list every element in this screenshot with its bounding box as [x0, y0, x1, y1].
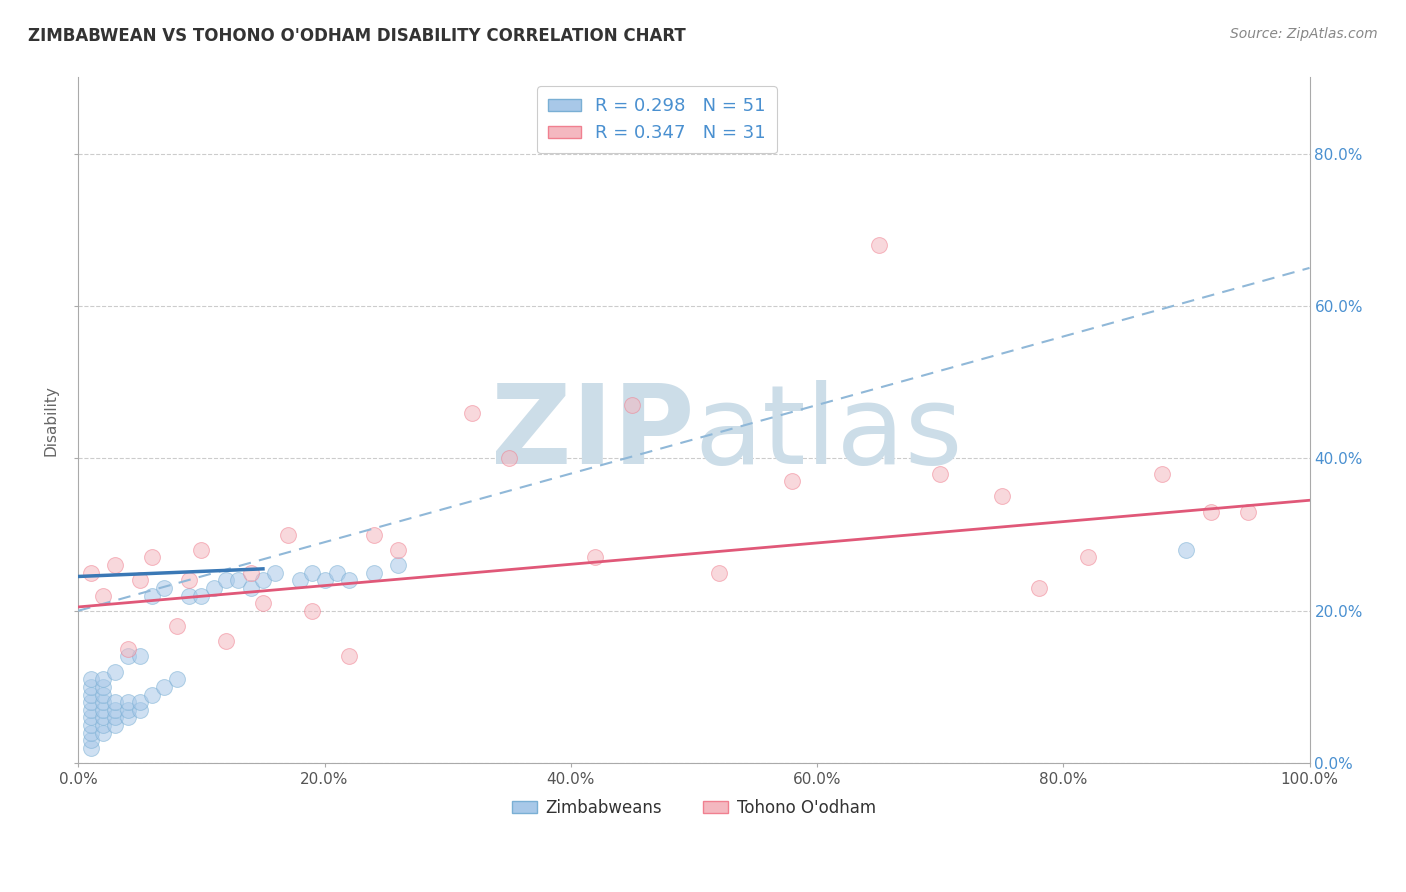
Point — [79, 703, 101, 717]
Point — [117, 710, 139, 724]
Point — [117, 641, 139, 656]
Point — [141, 589, 163, 603]
Point — [1077, 550, 1099, 565]
Point — [239, 581, 262, 595]
Point — [363, 566, 385, 580]
Point — [387, 558, 409, 572]
Point — [387, 542, 409, 557]
Point — [1175, 542, 1198, 557]
Point — [277, 527, 299, 541]
Point — [91, 589, 114, 603]
Point — [79, 733, 101, 747]
Point — [252, 596, 274, 610]
Point — [621, 398, 644, 412]
Point — [91, 718, 114, 732]
Point — [104, 665, 127, 679]
Point — [583, 550, 606, 565]
Point — [177, 574, 200, 588]
Legend: Zimbabweans, Tohono O'odham: Zimbabweans, Tohono O'odham — [505, 792, 883, 823]
Point — [301, 604, 323, 618]
Text: Source: ZipAtlas.com: Source: ZipAtlas.com — [1230, 27, 1378, 41]
Point — [117, 695, 139, 709]
Point — [104, 558, 127, 572]
Point — [79, 725, 101, 739]
Text: ZIP: ZIP — [491, 381, 695, 488]
Point — [91, 680, 114, 694]
Point — [337, 649, 360, 664]
Point — [1237, 505, 1260, 519]
Point — [79, 680, 101, 694]
Point — [117, 703, 139, 717]
Point — [707, 566, 730, 580]
Point — [1150, 467, 1173, 481]
Point — [868, 238, 890, 252]
Point — [288, 574, 311, 588]
Text: atlas: atlas — [695, 381, 962, 488]
Point — [326, 566, 349, 580]
Point — [363, 527, 385, 541]
Point — [141, 550, 163, 565]
Point — [782, 475, 804, 489]
Point — [239, 566, 262, 580]
Point — [79, 695, 101, 709]
Point — [166, 619, 188, 633]
Point — [104, 695, 127, 709]
Point — [117, 649, 139, 664]
Point — [79, 566, 101, 580]
Point — [104, 710, 127, 724]
Point — [104, 718, 127, 732]
Point — [990, 490, 1012, 504]
Point — [91, 695, 114, 709]
Point — [128, 574, 150, 588]
Point — [91, 710, 114, 724]
Point — [91, 688, 114, 702]
Point — [202, 581, 225, 595]
Point — [228, 574, 250, 588]
Point — [190, 542, 212, 557]
Point — [498, 451, 520, 466]
Point — [166, 673, 188, 687]
Point — [215, 634, 238, 648]
Point — [190, 589, 212, 603]
Point — [153, 680, 176, 694]
Point — [337, 574, 360, 588]
Y-axis label: Disability: Disability — [44, 384, 58, 456]
Point — [79, 740, 101, 755]
Point — [1028, 581, 1050, 595]
Point — [91, 673, 114, 687]
Point — [301, 566, 323, 580]
Point — [128, 695, 150, 709]
Point — [177, 589, 200, 603]
Point — [461, 406, 484, 420]
Point — [153, 581, 176, 595]
Point — [91, 725, 114, 739]
Point — [79, 718, 101, 732]
Text: ZIMBABWEAN VS TOHONO O'ODHAM DISABILITY CORRELATION CHART: ZIMBABWEAN VS TOHONO O'ODHAM DISABILITY … — [28, 27, 686, 45]
Point — [79, 710, 101, 724]
Point — [314, 574, 336, 588]
Point — [91, 703, 114, 717]
Point — [1199, 505, 1222, 519]
Point — [264, 566, 287, 580]
Point — [104, 703, 127, 717]
Point — [252, 574, 274, 588]
Point — [79, 688, 101, 702]
Point — [929, 467, 952, 481]
Point — [128, 649, 150, 664]
Point — [215, 574, 238, 588]
Point — [141, 688, 163, 702]
Point — [128, 703, 150, 717]
Point — [79, 673, 101, 687]
